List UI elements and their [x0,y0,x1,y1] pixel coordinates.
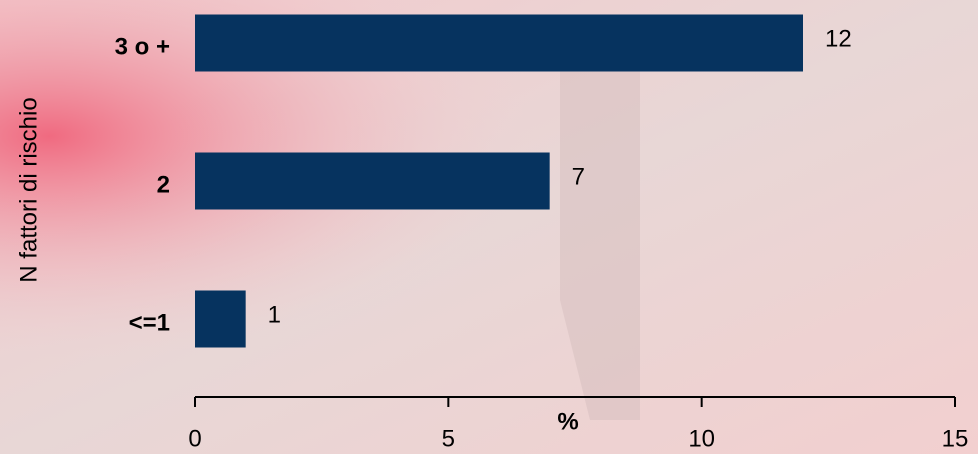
y-tick-label: 3 o + [115,33,170,60]
bar [195,152,550,210]
x-tick-label: 15 [942,425,969,452]
data-label: 1 [268,301,281,328]
y-axis-label: N fattori di rischio [15,97,42,282]
background-shape [560,60,640,420]
x-axis-label: % [557,408,578,435]
data-label: 12 [825,25,852,52]
x-tick-label: 5 [442,425,455,452]
x-tick-label: 10 [688,425,715,452]
bar [195,14,803,72]
y-tick-label: <=1 [129,309,170,336]
bar [195,290,246,348]
x-tick-label: 0 [188,425,201,452]
y-tick-label: 2 [157,171,170,198]
data-label: 7 [572,163,585,190]
